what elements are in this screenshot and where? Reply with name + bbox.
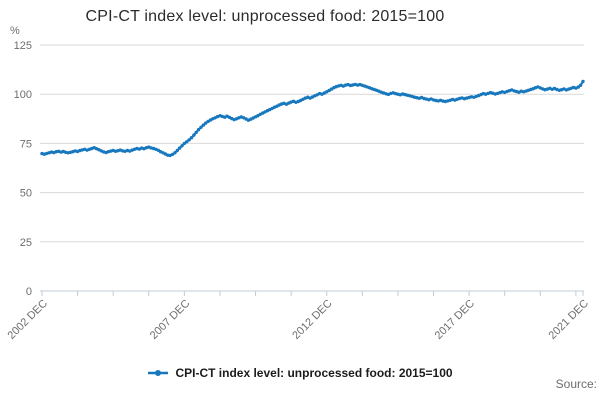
legend-item[interactable]: CPI-CT index level: unprocessed food: 20… (147, 366, 453, 380)
svg-text:75: 75 (20, 138, 32, 150)
legend-marker-icon (148, 370, 169, 376)
y-axis-unit-label: % (10, 25, 20, 37)
svg-text:100: 100 (14, 89, 32, 101)
svg-text:50: 50 (20, 188, 32, 200)
svg-text:2007 DEC: 2007 DEC (148, 297, 192, 341)
y-axis-labels: 0 25 50 75 100 125% (10, 25, 32, 298)
y-gridlines (40, 44, 584, 243)
svg-text:2021 DEC: 2021 DEC (547, 297, 591, 341)
chart-title: CPI-CT index level: unprocessed food: 20… (85, 8, 445, 25)
series-markers[interactable] (40, 79, 585, 158)
x-axis-labels: 2002 DEC 2007 DEC 2012 DEC 2017 DEC 2021 DEC (6, 297, 591, 341)
source-label: Source: (555, 377, 597, 391)
svg-text:125: 125 (14, 40, 32, 52)
svg-text:25: 25 (20, 237, 32, 249)
legend: CPI-CT index level: unprocessed food: 20… (0, 364, 600, 382)
legend-label: CPI-CT index level: unprocessed food: 20… (175, 366, 453, 380)
svg-text:2017 DEC: 2017 DEC (433, 297, 477, 341)
svg-text:2002 DEC: 2002 DEC (6, 297, 50, 341)
svg-text:0: 0 (26, 286, 32, 298)
x-axis-ticks (41, 291, 584, 296)
svg-text:2012 DEC: 2012 DEC (290, 297, 334, 341)
